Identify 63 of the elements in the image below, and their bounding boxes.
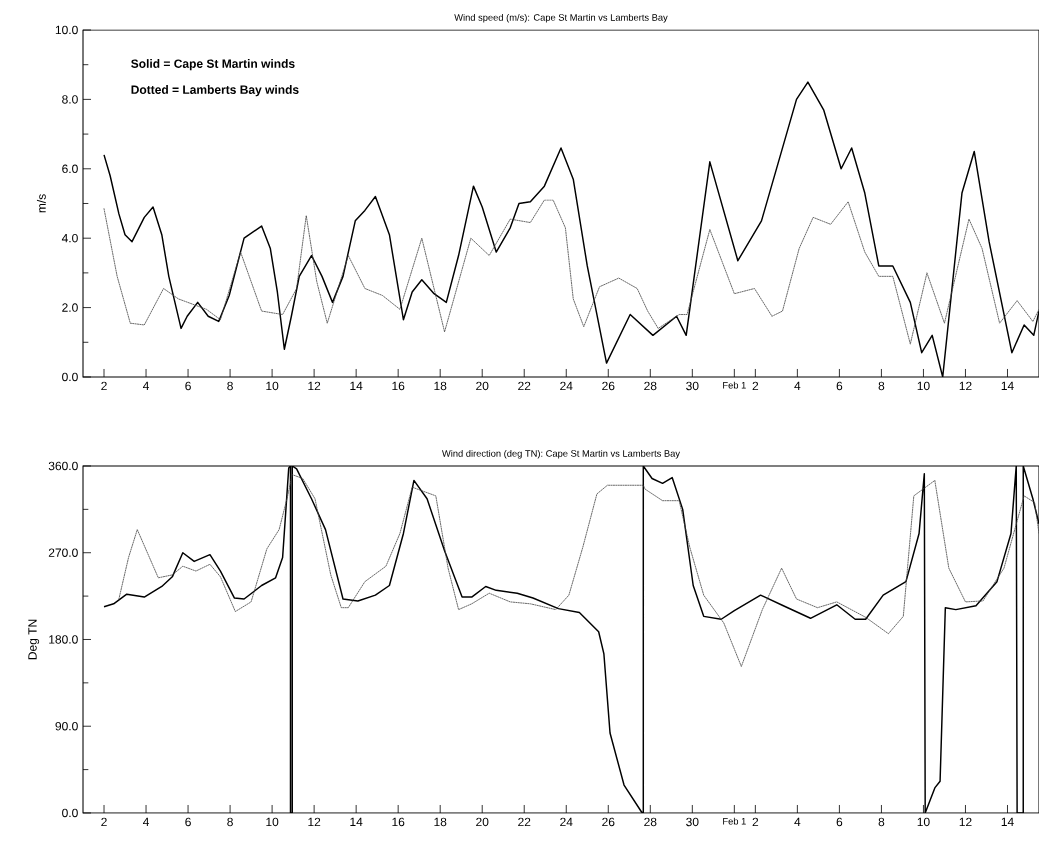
x-tick-label: 4 — [142, 817, 150, 826]
x-tick-label: Feb 1 — [723, 817, 746, 825]
y-tick-label: 0.0 — [62, 808, 78, 818]
y-tick-label: 270.0 — [48, 548, 78, 557]
x-tick-label: 2 — [752, 817, 759, 827]
chart-title: Wind speed (m/s): Cape St Martin vs Lamberts Bay — [454, 13, 668, 23]
x-tick-label: 12 — [308, 381, 321, 391]
x-tick-label: 30 — [686, 381, 699, 391]
x-tick-label: 18 — [434, 381, 447, 391]
x-tick-label: 8 — [878, 381, 885, 391]
y-axis-title: Deg TN — [28, 619, 40, 660]
annotation: Solid = Cape St Martin winds — [131, 59, 295, 71]
x-tick-label: 24 — [560, 817, 573, 827]
x-tick-label: 10 — [917, 381, 930, 391]
x-tick-label: 10 — [266, 817, 279, 827]
x-tick-label: 26 — [602, 817, 615, 827]
x-tick-label: 10 — [917, 817, 930, 827]
x-tick-label: 18 — [434, 817, 447, 827]
x-tick-label: 8 — [878, 817, 885, 827]
y-tick-label: 360.0 — [48, 461, 78, 471]
x-tick-label: 16 — [392, 817, 405, 827]
x-tick-label: 22 — [518, 381, 531, 391]
x-tick-label: 6 — [185, 381, 191, 391]
x-tick-label: 4 — [142, 381, 150, 390]
x-tick-label: 6 — [836, 381, 843, 391]
x-tick-label: 8 — [227, 381, 233, 391]
x-tick-label: 6 — [836, 817, 843, 827]
y-tick-label: 8.0 — [62, 95, 78, 104]
x-tick-label: 12 — [959, 381, 972, 391]
x-tick-label: 28 — [644, 817, 657, 827]
x-tick-label: 2 — [101, 381, 107, 391]
y-tick-label: 4.0 — [61, 233, 78, 243]
x-tick-label: 12 — [308, 817, 321, 827]
y-tick-label: 6.0 — [62, 164, 78, 174]
x-tick-label: 22 — [518, 817, 531, 827]
x-tick-label: 26 — [602, 381, 615, 391]
x-tick-label: 2 — [101, 817, 107, 827]
x-tick-label: 28 — [644, 381, 657, 391]
x-tick-label: 14 — [1001, 817, 1014, 826]
x-tick-label: 4 — [794, 381, 801, 390]
y-tick-label: 2.0 — [62, 303, 78, 312]
x-tick-label: 24 — [560, 381, 573, 391]
x-tick-label: 4 — [794, 817, 801, 826]
y-tick-label: 90.0 — [55, 721, 78, 731]
x-tick-label: 16 — [392, 381, 405, 391]
x-tick-label: 14 — [350, 817, 363, 826]
y-tick-label: 0.0 — [62, 372, 78, 382]
x-tick-label: 8 — [227, 817, 233, 827]
x-tick-label: 10 — [266, 381, 279, 391]
x-tick-label: 2 — [752, 381, 759, 391]
annotation: Dotted = Lamberts Bay winds — [131, 85, 299, 97]
x-tick-label: 12 — [959, 817, 972, 827]
y-tick-label: 180.0 — [49, 635, 78, 644]
x-tick-label: 14 — [1001, 381, 1014, 390]
y-axis-title: m/s — [36, 194, 46, 213]
x-tick-label: Feb 1 — [723, 381, 746, 389]
x-tick-label: 6 — [185, 817, 191, 827]
x-tick-label: 14 — [350, 381, 363, 390]
chart-title: Wind direction (deg TN): Cape St Martin vs Lamberts Bay — [442, 449, 680, 459]
x-tick-label: 30 — [686, 817, 699, 827]
y-tick-label: 10.0 — [55, 25, 78, 35]
x-tick-label: 20 — [476, 381, 489, 391]
x-tick-label: 20 — [476, 817, 489, 827]
